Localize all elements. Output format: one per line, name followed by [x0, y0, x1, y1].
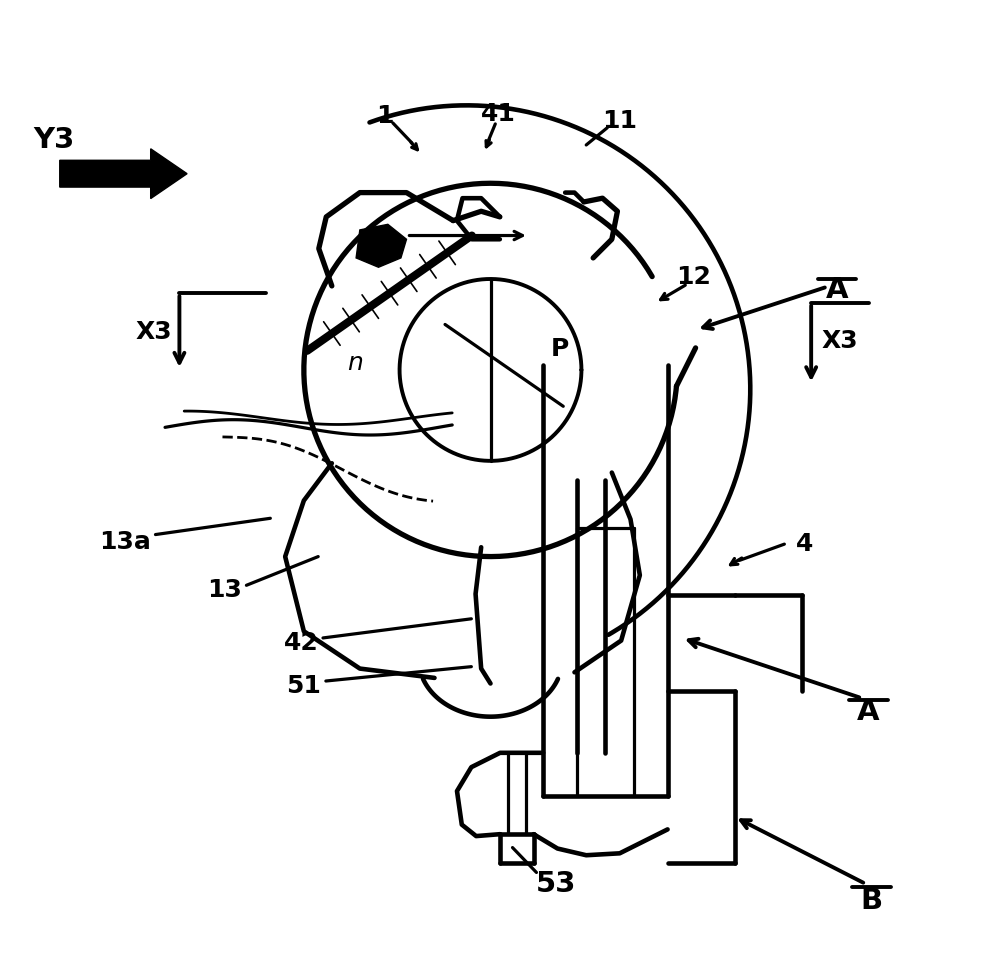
Text: A: A: [857, 698, 880, 726]
Text: X3: X3: [821, 329, 858, 353]
Text: 11: 11: [602, 109, 638, 133]
Text: 1: 1: [377, 105, 394, 129]
Text: X3: X3: [135, 320, 172, 344]
Text: 13a: 13a: [99, 530, 151, 554]
Text: 4: 4: [796, 532, 813, 556]
Text: 51: 51: [286, 674, 322, 698]
Text: 53: 53: [536, 870, 576, 898]
Text: 12: 12: [676, 265, 711, 289]
Text: 42: 42: [284, 631, 319, 655]
Text: B: B: [860, 887, 883, 915]
Text: 13: 13: [207, 578, 242, 602]
Text: P: P: [550, 337, 569, 361]
FancyArrow shape: [60, 149, 187, 199]
Text: 41: 41: [481, 103, 516, 127]
Text: Y3: Y3: [33, 126, 75, 155]
Text: n: n: [346, 351, 363, 375]
Polygon shape: [356, 225, 406, 267]
Text: A: A: [826, 276, 849, 304]
